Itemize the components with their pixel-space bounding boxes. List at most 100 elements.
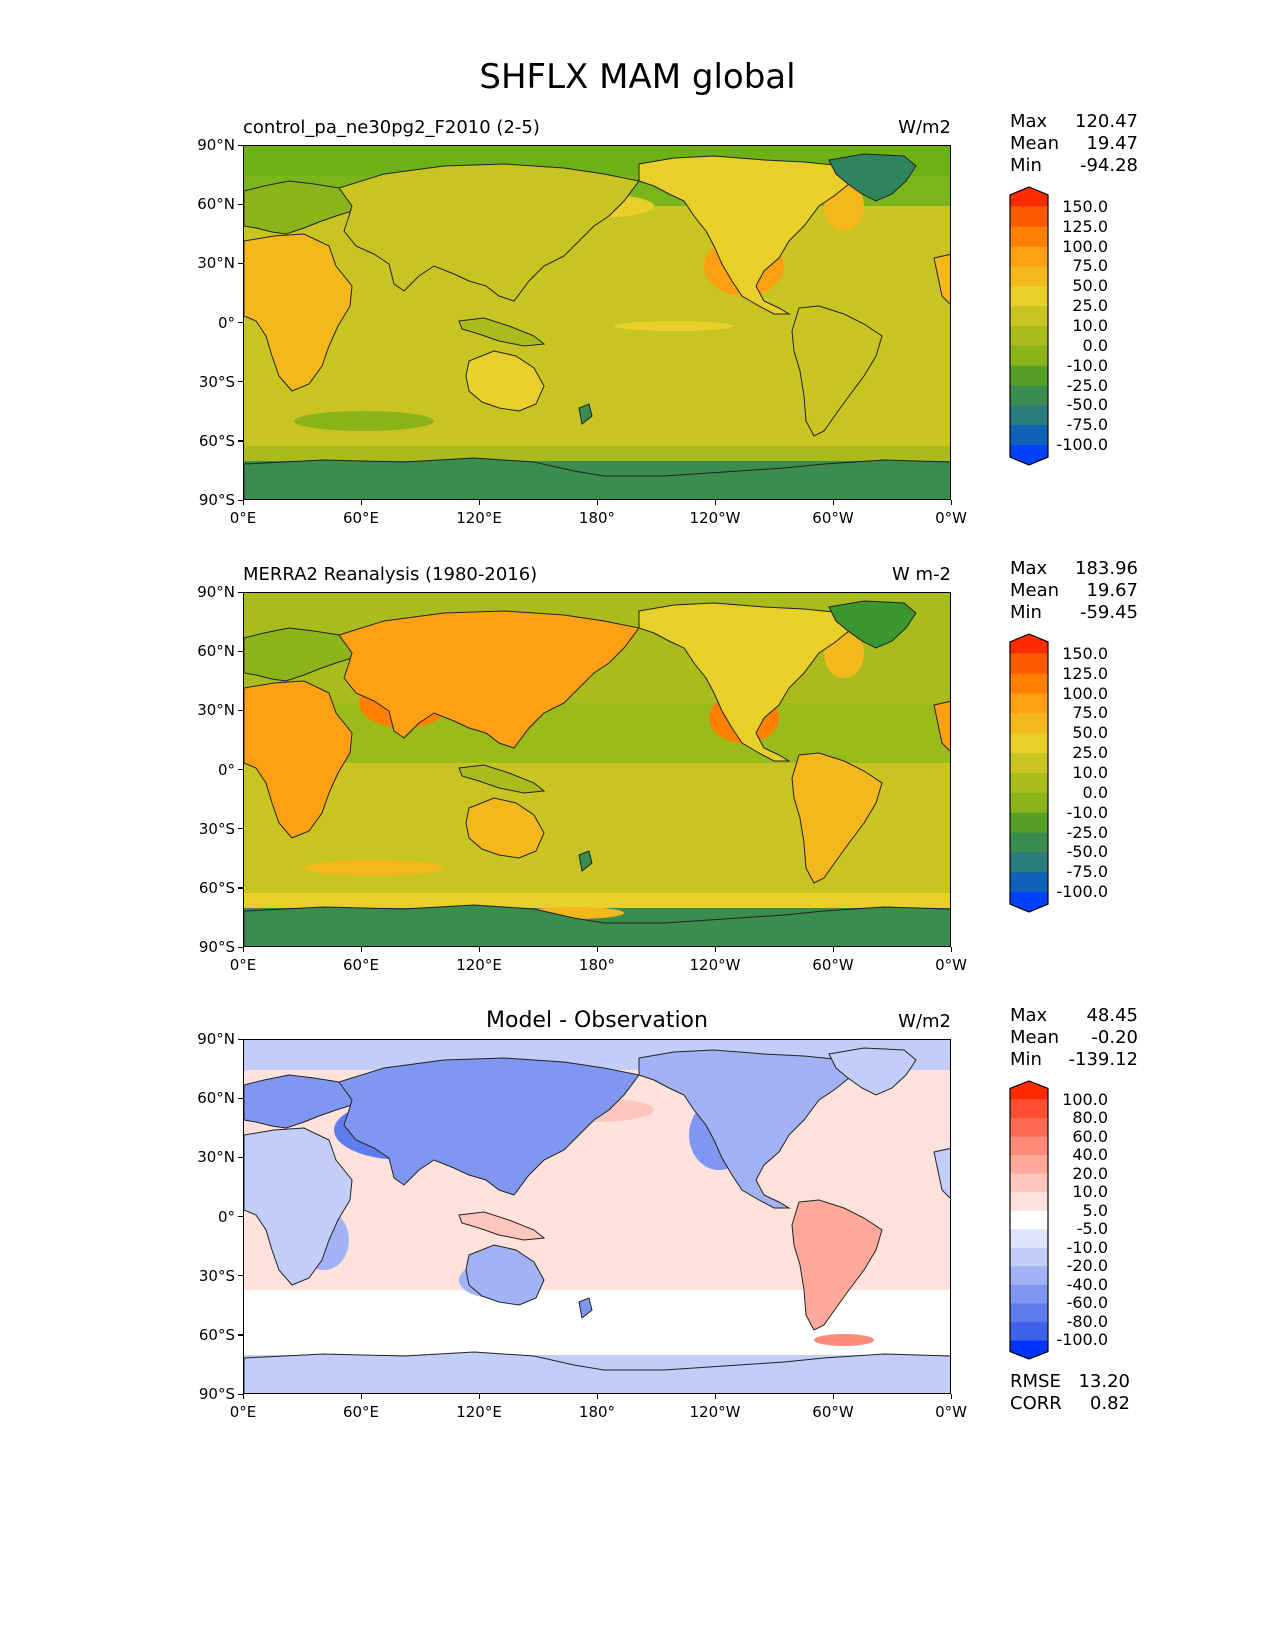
stats-block: Max 48.45 Mean -0.20 Min -139.12 — [1010, 1005, 1138, 1071]
colorbar-wrapper — [1008, 632, 1050, 918]
lon-tick-label: 120°W — [689, 1403, 741, 1421]
colorbar-segment — [1010, 1247, 1048, 1267]
coastline-asia — [338, 1057, 640, 1196]
colorbar-tick-label: 40.0 — [1072, 1145, 1108, 1165]
panel-title: MERRA2 Reanalysis (1980-2016) — [243, 564, 538, 585]
colorbar-tick-label: 150.0 — [1062, 196, 1108, 216]
panel-title: Model - Observation — [486, 1008, 708, 1033]
stat-min: Min -59.45 — [1010, 602, 1138, 624]
colorbar-tick-label: -60.0 — [1066, 1293, 1108, 1313]
coastline-australia — [465, 350, 545, 412]
colorbar-tick-label: -25.0 — [1066, 375, 1108, 395]
lon-tick — [242, 947, 244, 952]
lon-tick — [596, 947, 598, 952]
colorbar-segment — [1010, 773, 1048, 794]
colorbar-segment — [1010, 1192, 1048, 1212]
colorbar-tick-label: 80.0 — [1072, 1108, 1108, 1128]
colorbar-segment — [1010, 1173, 1048, 1193]
colorbar-tick-label: -100.0 — [1056, 435, 1108, 455]
colorbar-segment — [1010, 286, 1048, 307]
lat-tick-label: 30°N — [197, 701, 235, 720]
field-contour — [304, 860, 444, 876]
stat-max-value: 48.45 — [1086, 1005, 1138, 1026]
stat-rmse-label: RMSE — [1010, 1371, 1061, 1392]
colorbar-segment — [1010, 1136, 1048, 1156]
stat-max-value: 183.96 — [1075, 558, 1138, 579]
coastline-indonesia — [458, 317, 546, 347]
lon-tick-label: 60°E — [342, 509, 380, 527]
colorbar-segment — [1010, 1099, 1048, 1119]
colorbar-segment — [1010, 187, 1048, 207]
map-field — [244, 593, 950, 946]
lat-tick-label: 30°N — [197, 1148, 235, 1167]
coastline-greenland — [828, 1047, 917, 1096]
lon-tick — [242, 500, 244, 505]
lat-tick-label: 90°S — [198, 491, 235, 509]
colorbar-tick-label: 75.0 — [1072, 256, 1108, 276]
colorbar-segment — [1010, 653, 1048, 675]
coastline-africa — [244, 680, 353, 839]
lon-tick-label: 0°W — [935, 956, 967, 974]
lat-tick — [238, 381, 243, 383]
coastline-new-zealand — [578, 850, 593, 872]
lon-tick — [714, 500, 716, 505]
colorbar-segment — [1010, 753, 1048, 774]
colorbar-wrapper — [1008, 1079, 1050, 1365]
lat-tick — [238, 1334, 243, 1336]
lon-tick-label: 60°E — [342, 956, 380, 974]
colorbar-segment — [1010, 425, 1048, 446]
stat-corr-label: CORR — [1010, 1393, 1062, 1414]
colorbar-tick-label: -10.0 — [1066, 1237, 1108, 1257]
lon-tick — [478, 947, 480, 952]
coastline-indonesia — [458, 764, 546, 794]
lat-tick — [238, 1393, 243, 1395]
coastline-europe — [244, 1074, 357, 1129]
coastline-africa — [244, 233, 353, 392]
lon-tick-label: 0°E — [229, 956, 257, 974]
colorbar-segment — [1010, 634, 1048, 654]
colorbar-segment — [1010, 345, 1048, 367]
colorbar-outline — [1009, 186, 1049, 466]
stat-mean: Mean 19.47 — [1010, 133, 1138, 155]
lat-tick — [238, 144, 243, 146]
lat-tick-label: 0° — [217, 313, 235, 332]
lat-tick — [238, 828, 243, 830]
colorbar-segment — [1010, 206, 1048, 228]
lon-tick-label: 0°W — [935, 509, 967, 527]
lat-tick — [238, 1275, 243, 1277]
lat-tick — [238, 591, 243, 593]
figure-title: SHFLX MAM global — [479, 57, 796, 97]
coastline-europe — [244, 180, 357, 235]
stat-max-value: 120.47 — [1075, 111, 1138, 132]
colorbar-tick-label: 100.0 — [1062, 683, 1108, 703]
lat-tick — [238, 709, 243, 712]
units-label: W/m2 — [898, 117, 951, 138]
colorbar-tick-label: -50.0 — [1066, 842, 1108, 862]
stat-max-label: Max — [1010, 111, 1048, 132]
colorbar-segment — [1010, 246, 1048, 267]
stat-min: Min -139.12 — [1010, 1049, 1138, 1071]
coastline-new-zealand — [578, 1297, 593, 1319]
colorbar-tick-label: -10.0 — [1066, 802, 1108, 822]
colorbar-segment — [1010, 365, 1048, 387]
coastline-antarctica — [244, 1351, 950, 1393]
stat-mean-value: 19.67 — [1086, 580, 1138, 601]
lon-tick — [360, 500, 362, 505]
field-contour — [614, 321, 734, 331]
colorbar-tick-label: 75.0 — [1072, 703, 1108, 723]
stat-mean: Mean 19.67 — [1010, 580, 1138, 602]
colorbar-segment — [1010, 405, 1048, 426]
lat-tick-label: 30°S — [198, 1266, 235, 1285]
field-band — [244, 703, 950, 763]
stat-mean-value: -0.20 — [1091, 1027, 1138, 1048]
lon-tick — [714, 1394, 716, 1399]
colorbar-segment — [1010, 832, 1048, 853]
colorbar-tick-label: -80.0 — [1066, 1311, 1108, 1331]
units-label: W/m2 — [898, 1011, 951, 1032]
lon-tick-label: 120°E — [456, 509, 502, 527]
lat-tick — [238, 499, 243, 501]
lon-tick — [950, 500, 952, 505]
coastline-africa-tip-west — [933, 700, 950, 752]
lon-tick — [596, 500, 598, 505]
lon-tick-label: 0°W — [935, 1403, 967, 1421]
